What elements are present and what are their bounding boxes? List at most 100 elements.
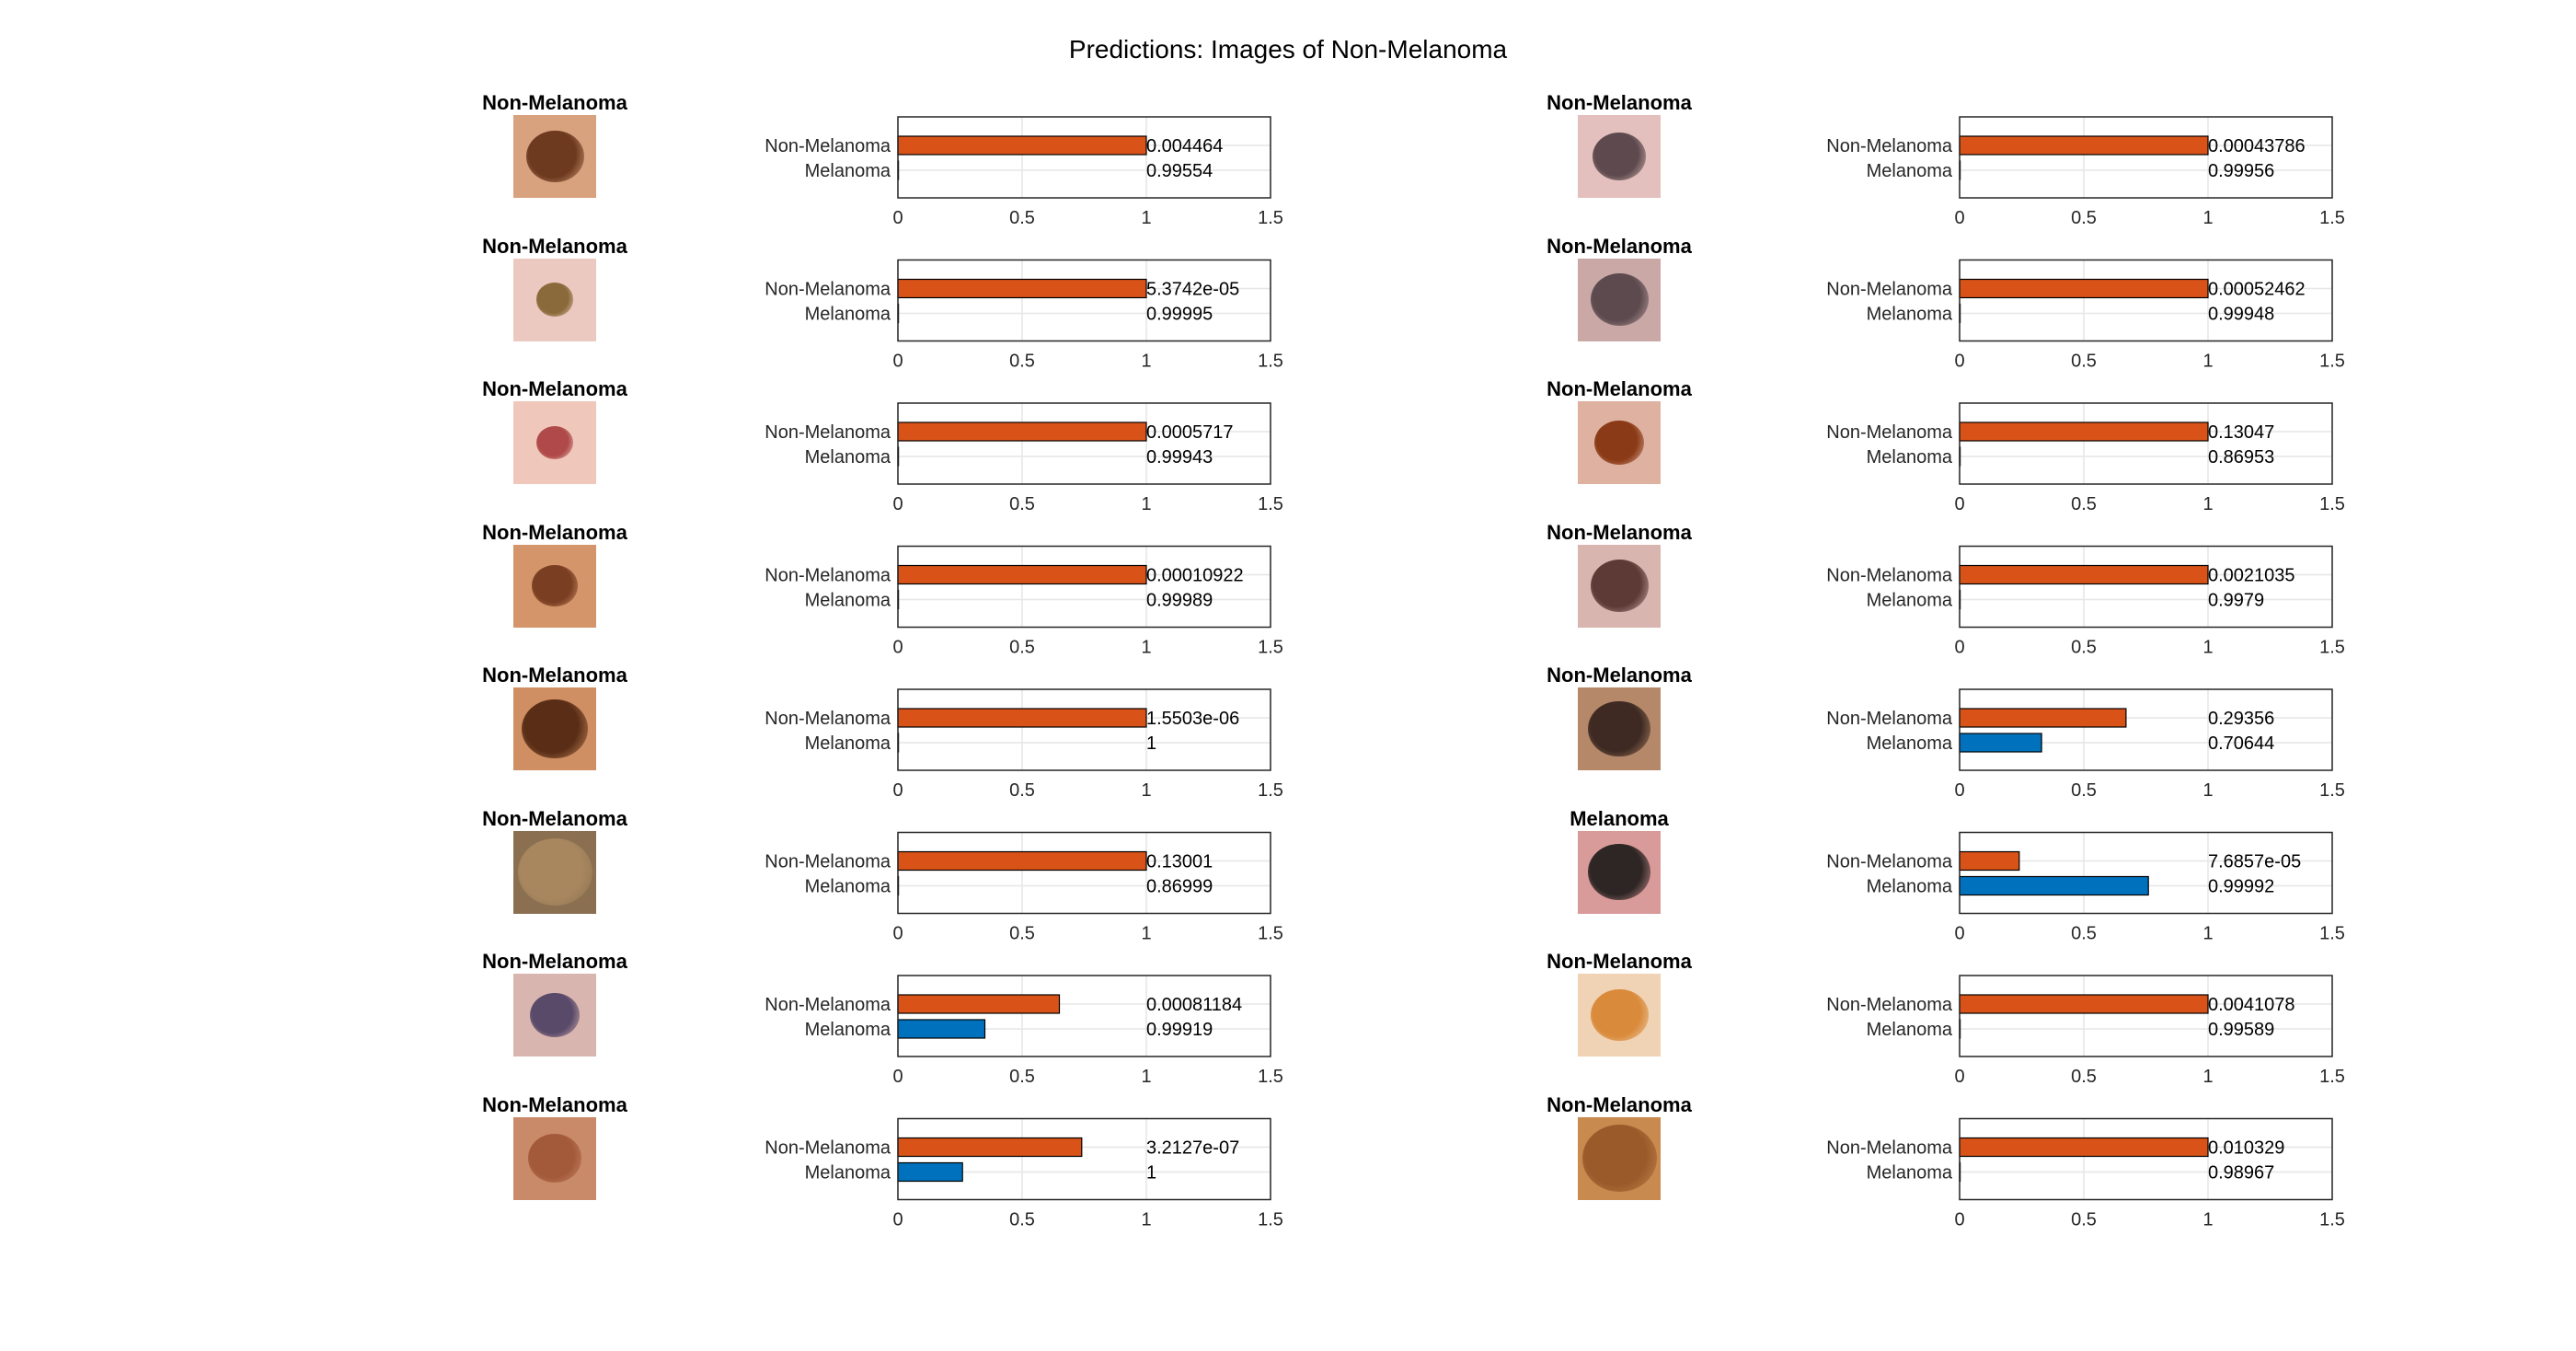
tick-label: 0: [1954, 208, 1964, 228]
lesion-image: [513, 830, 596, 914]
tick-label: 1: [2202, 1067, 2213, 1087]
value-label: 1: [1146, 733, 1156, 754]
axes-box: [897, 545, 1271, 629]
tick-label: 1.5: [2319, 638, 2345, 658]
image-title: Non-Melanoma: [482, 377, 627, 400]
category-label: Non-Melanoma: [1826, 852, 1953, 872]
tick-label: 0: [892, 780, 903, 801]
value-label: 0.0041078: [2208, 995, 2295, 1015]
value-label: 3.2127e-07: [1146, 1138, 1239, 1159]
tick-label: 0.5: [2071, 352, 2097, 372]
bar-non-melanoma: [1959, 1137, 2209, 1158]
category-label: Melanoma: [805, 305, 891, 325]
value-label: 0.0021035: [2208, 566, 2295, 586]
lesion-spot: [1581, 1125, 1657, 1192]
tick-label: 0: [1954, 1067, 1964, 1087]
tick-label: 1: [2202, 780, 2213, 801]
tick-label: 0: [892, 1210, 903, 1230]
image-title: Non-Melanoma: [1547, 1092, 1692, 1116]
tick-label: 0.5: [2071, 494, 2097, 514]
lesion-image: [513, 544, 596, 628]
tick-label: 0: [1954, 494, 1964, 514]
axes-box: [1959, 402, 2333, 485]
category-label: Non-Melanoma: [1826, 566, 1953, 586]
value-label: 0.9979: [2208, 591, 2264, 611]
tick-label: 0: [1954, 780, 1964, 801]
category-label: Non-Melanoma: [765, 852, 891, 872]
lesion-spot: [525, 130, 584, 183]
value-label: 0.29356: [2208, 709, 2274, 729]
lesion-spot: [1588, 844, 1650, 900]
lesion-spot: [1590, 273, 1649, 326]
tick-label: 1.5: [1258, 208, 1283, 228]
image-title: Non-Melanoma: [1547, 377, 1692, 400]
image-title: Non-Melanoma: [482, 806, 627, 830]
tick-label: 1.5: [1258, 1210, 1283, 1230]
image-title: Non-Melanoma: [482, 91, 627, 114]
lesion-image: [513, 1116, 596, 1200]
axes-box: [1959, 831, 2333, 915]
value-label: 0.99995: [1146, 305, 1213, 325]
tick-label: 1: [2202, 924, 2213, 944]
image-title: Non-Melanoma: [482, 664, 627, 687]
tick-label: 0.5: [2071, 924, 2097, 944]
tick-label: 0: [1954, 924, 1964, 944]
category-label: Melanoma: [1867, 305, 1953, 325]
category-label: Melanoma: [805, 1163, 891, 1184]
tick-label: 0.5: [1009, 208, 1035, 228]
value-label: 0.99956: [2208, 161, 2274, 181]
category-label: Melanoma: [1867, 733, 1953, 754]
value-label: 0.99992: [2208, 877, 2274, 897]
image-title: Non-Melanoma: [1547, 234, 1692, 258]
category-label: Non-Melanoma: [765, 136, 891, 156]
axes-box: [897, 259, 1271, 342]
category-label: Non-Melanoma: [765, 709, 891, 729]
value-label: 1: [1146, 1163, 1156, 1184]
lesion-image: [513, 974, 596, 1057]
category-label: Non-Melanoma: [1826, 280, 1953, 300]
category-label: Melanoma: [805, 591, 891, 611]
tick-label: 0.5: [2071, 208, 2097, 228]
tick-label: 0.5: [1009, 494, 1035, 514]
lesion-spot: [1590, 988, 1649, 1042]
value-label: 0.13047: [2208, 422, 2274, 443]
lesion-spot: [530, 992, 580, 1038]
image-title: Non-Melanoma: [482, 234, 627, 258]
axes-box: [1959, 259, 2333, 342]
tick-label: 1.5: [2319, 924, 2345, 944]
tick-label: 0: [1954, 352, 1964, 372]
figure-title: Predictions: Images of Non-Melanoma: [1068, 35, 1508, 64]
value-label: 0.99919: [1146, 1020, 1213, 1040]
category-label: Non-Melanoma: [765, 422, 891, 443]
axes-box: [1959, 545, 2333, 629]
lesion-spot: [1588, 700, 1650, 757]
lesion-spot: [1592, 132, 1647, 181]
lesion-image: [1578, 1116, 1661, 1200]
tick-label: 0: [1954, 638, 1964, 658]
tick-label: 1: [1141, 494, 1151, 514]
axes-box: [897, 975, 1271, 1057]
tick-label: 1.5: [2319, 494, 2345, 514]
category-label: Melanoma: [805, 447, 891, 468]
category-label: Melanoma: [805, 1020, 891, 1040]
category-label: Melanoma: [805, 161, 891, 181]
tick-label: 0.5: [2071, 1067, 2097, 1087]
tick-label: 0.5: [2071, 1210, 2097, 1230]
category-label: Non-Melanoma: [1826, 422, 1953, 443]
value-label: 7.6857e-05: [2208, 852, 2301, 872]
tick-label: 1: [2202, 494, 2213, 514]
value-label: 1.5503e-06: [1146, 709, 1239, 729]
value-label: 0.99554: [1146, 161, 1213, 181]
tick-label: 1.5: [2319, 1067, 2345, 1087]
tick-label: 1: [2202, 1210, 2213, 1230]
lesion-spot: [535, 283, 574, 317]
category-label: Non-Melanoma: [765, 280, 891, 300]
lesion-image: [513, 258, 596, 341]
